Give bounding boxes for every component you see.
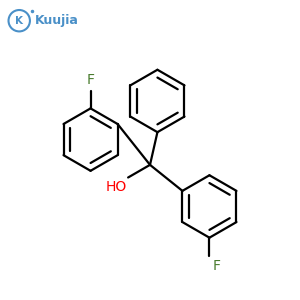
Text: HO: HO [105, 180, 127, 194]
Text: F: F [87, 73, 94, 87]
Text: K: K [15, 16, 23, 26]
Text: F: F [212, 259, 220, 273]
Text: Kuujia: Kuujia [34, 14, 78, 27]
